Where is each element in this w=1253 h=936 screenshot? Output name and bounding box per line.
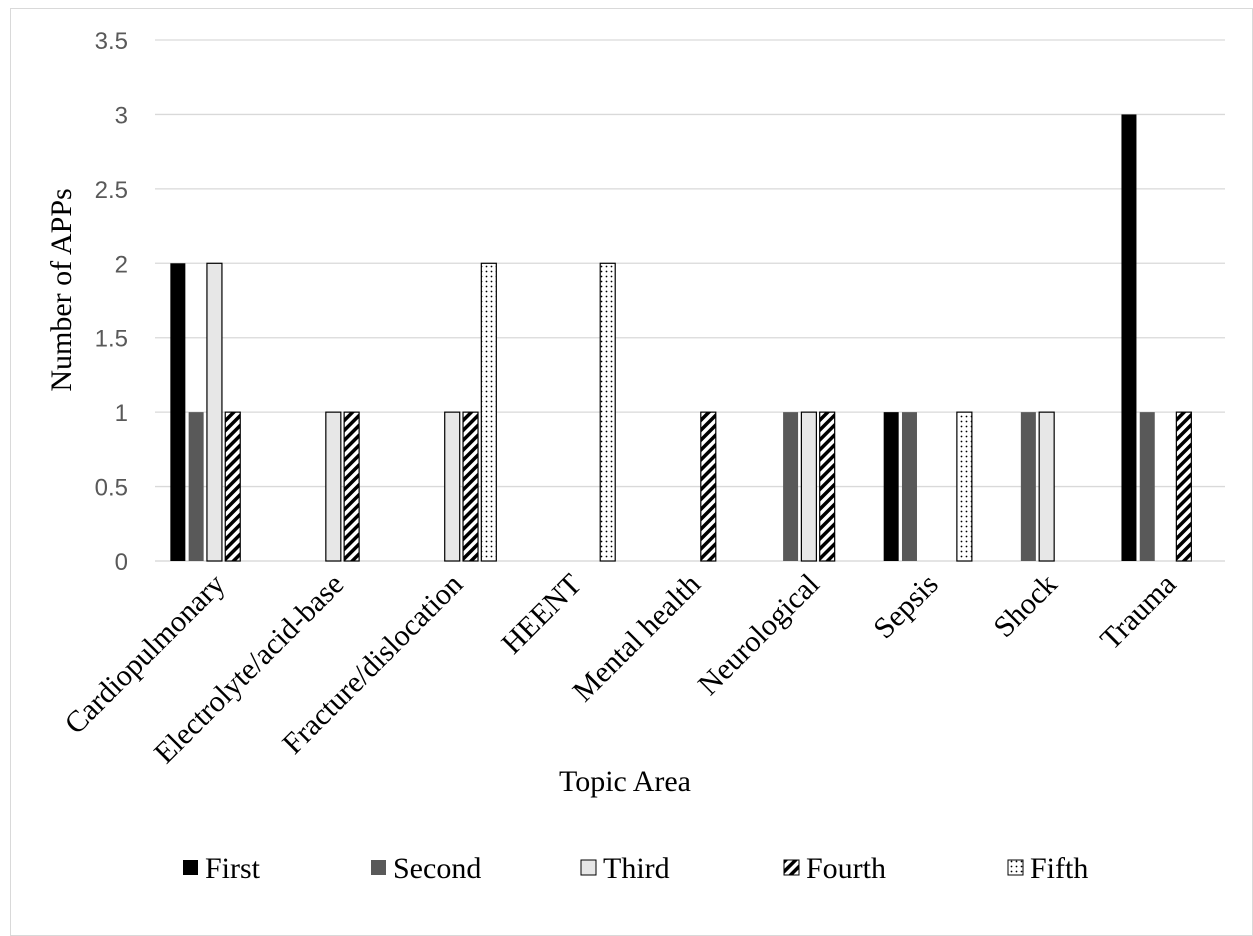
bar-second (783, 412, 799, 561)
bar-third (1038, 411, 1055, 562)
y-tick-label: 3.5 (95, 28, 128, 55)
bar-first (883, 412, 899, 561)
x-category-label: Shock (987, 568, 1063, 644)
bars (170, 114, 1192, 562)
bar-third (800, 411, 817, 562)
x-category-label: Neurological (692, 568, 826, 702)
x-category-label: Trauma (1094, 568, 1183, 657)
legend-swatch-third (580, 859, 597, 876)
legend: First Second Third Fourth Fifth (183, 852, 1088, 885)
bar-first (1121, 114, 1137, 561)
x-category-label: HEENT (495, 568, 588, 661)
bar-third (206, 262, 223, 562)
x-category-labels: CardiopulmonaryElectrolyte/acid-baseFrac… (58, 568, 1182, 770)
legend-label-second: Second (393, 852, 481, 885)
legend-label-fourth: Fourth (806, 852, 886, 885)
y-tick-label: 2.5 (95, 177, 128, 204)
bar-second (901, 412, 917, 561)
bar-fourth (343, 411, 360, 562)
bar-second (188, 412, 204, 561)
legend-label-fifth: Fifth (1030, 852, 1088, 885)
y-tick-label: 0 (115, 549, 128, 576)
x-axis-title: Topic Area (559, 765, 691, 798)
y-tick-label: 1.5 (95, 326, 128, 353)
bar-third (325, 411, 342, 562)
bar-fourth (1175, 411, 1192, 562)
bar-first (170, 263, 186, 561)
bar-fourth (462, 411, 479, 562)
x-category-label: Mental health (566, 568, 707, 709)
legend-swatch-first (183, 860, 198, 875)
legend-label-first: First (205, 852, 261, 885)
legend-swatch-second (371, 860, 386, 875)
bar-fifth (956, 411, 973, 562)
bar-third (444, 411, 461, 562)
x-category-label: Sepsis (867, 568, 945, 646)
bar-fourth (224, 411, 241, 562)
legend-swatch-fourth (783, 859, 800, 876)
bar-fifth (599, 262, 616, 562)
legend-label-third: Third (603, 852, 670, 885)
bar-fourth (819, 411, 836, 562)
y-tick-label: 3 (115, 102, 128, 129)
y-tick-label: 2 (115, 251, 128, 278)
y-tick-labels: 0 0.5 1 1.5 2 2.5 3 3.5 (95, 28, 128, 576)
y-tick-label: 1 (115, 400, 128, 427)
bar-second (1139, 412, 1155, 561)
bar-fifth (480, 262, 497, 562)
bar-second (1020, 412, 1036, 561)
gridlines (155, 39, 1225, 562)
bar-fourth (700, 411, 717, 562)
y-tick-label: 0.5 (95, 475, 128, 502)
y-axis-title: Number of APPs (45, 188, 78, 391)
legend-swatch-fifth (1007, 859, 1024, 876)
